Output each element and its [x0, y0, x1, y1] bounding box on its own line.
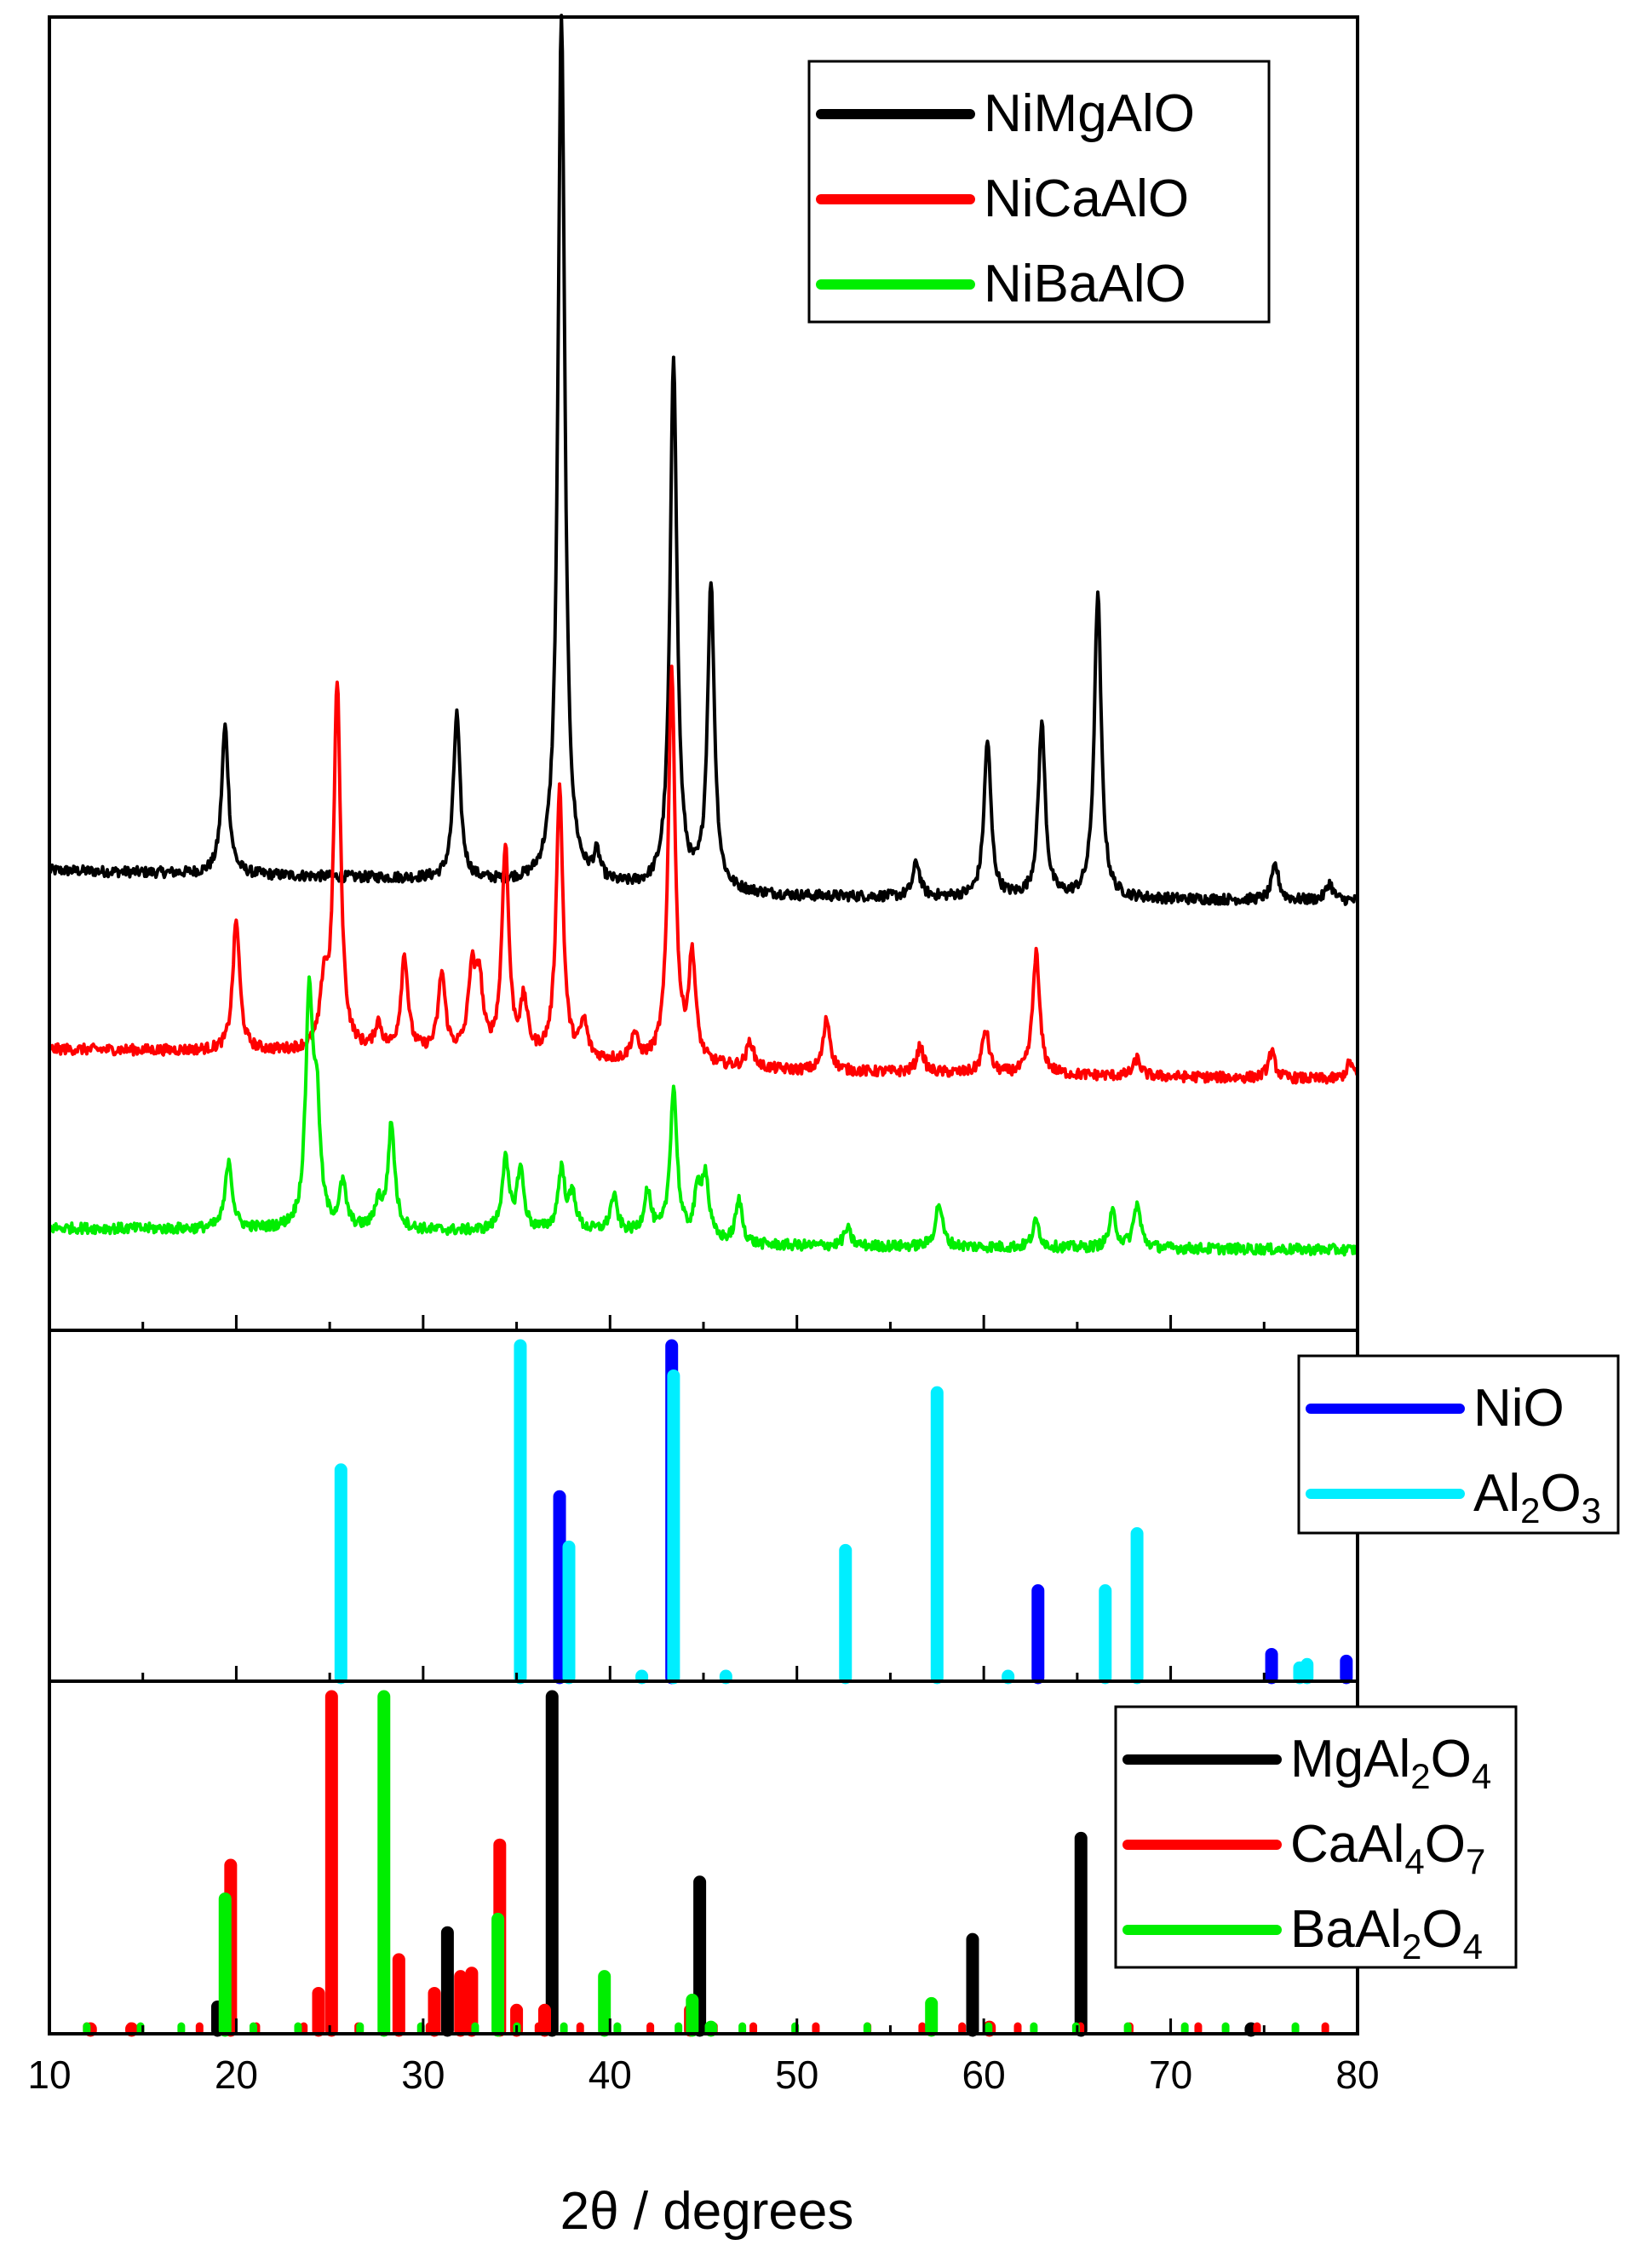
x-tick-label: 10 — [27, 2053, 71, 2097]
legend-label: NiO — [1473, 1379, 1564, 1438]
legend-box — [807, 60, 1271, 324]
x-tick-label: 20 — [215, 2053, 258, 2097]
legend-label: BaAl2O4 — [1290, 1900, 1483, 1967]
legend-label: Al2O3 — [1473, 1464, 1601, 1530]
x-tick-label: 30 — [401, 2053, 445, 2097]
panel-frame-2 — [48, 1329, 1359, 1683]
legend-box — [1297, 1354, 1620, 1535]
legend-label: NiBaAlO — [984, 255, 1186, 313]
series-line-nibaalo — [49, 975, 1359, 1257]
x-tick-label: 80 — [1335, 2053, 1379, 2097]
x-axis-ticks: 10 20 30 40 50 60 70 80 — [27, 1315, 1380, 2097]
legend-label: CaAl4O7 — [1290, 1815, 1485, 1881]
series-line-nimgalo — [48, 14, 1358, 906]
x-tick-label: 50 — [775, 2053, 818, 2097]
x-tick-label: 40 — [588, 2053, 632, 2097]
legends: NiMgAlO NiCaAlO NiBaAlO NiO Al2O3 MgAl2O4 CaAl… — [807, 60, 1620, 1969]
legend-label: MgAl2O4 — [1290, 1730, 1491, 1796]
legend-box — [1114, 1705, 1518, 1969]
x-tick-label: 60 — [962, 2053, 1006, 2097]
x-tick-label: 70 — [1149, 2053, 1192, 2097]
x-axis-title: 2θ / degrees — [560, 2182, 854, 2241]
legend-label: NiMgAlO — [984, 84, 1195, 143]
series-line-nicaalo — [48, 664, 1359, 1085]
legend-label: NiCaAlO — [984, 169, 1189, 228]
